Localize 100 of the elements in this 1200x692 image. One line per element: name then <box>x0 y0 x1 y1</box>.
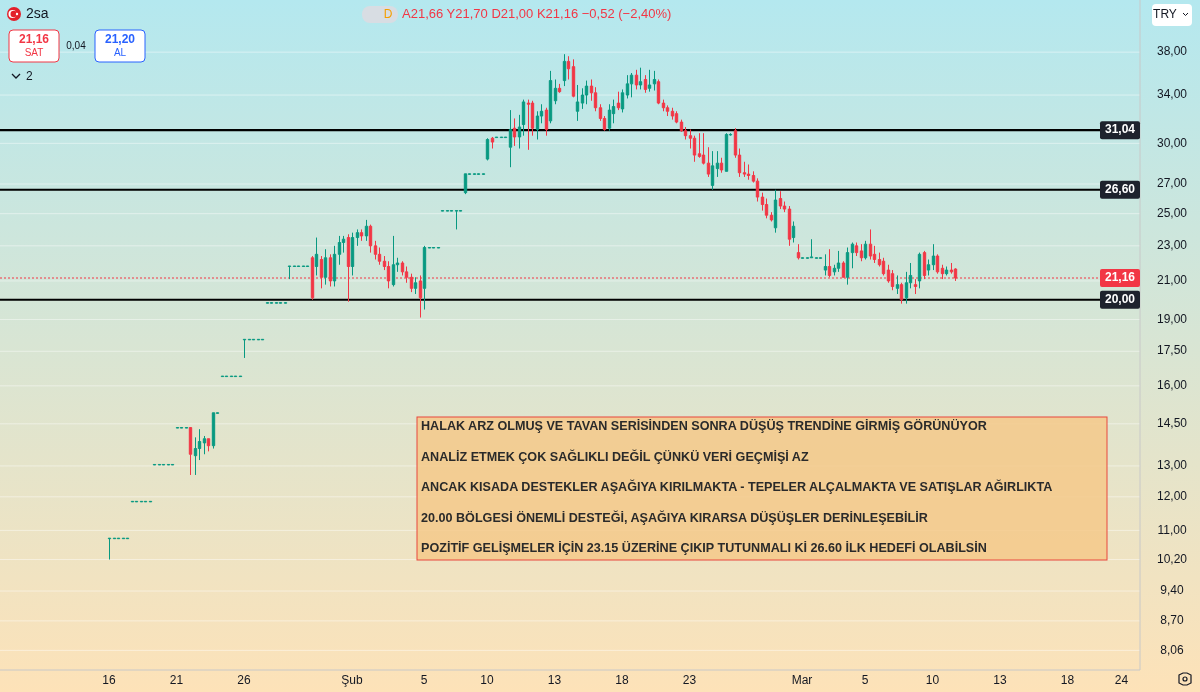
annotation: A21,66 Y21,70 D21,00 K21,16 −0,52 (−2,40%) <box>402 6 672 22</box>
x-tick-label: 10 <box>480 673 494 688</box>
candlestick <box>661 99 666 112</box>
candlestick <box>773 189 778 234</box>
x-tick-label: 13 <box>547 673 562 688</box>
candlestick <box>134 500 139 503</box>
text: 21,16 <box>18 32 50 47</box>
annotation: ANCAK KISADA DESTEKLER AŞAĞIYA KIRILMAKTA - TEPELER ALÇALMAKTA VE SATIŞLAR AĞIRLIKTA <box>421 479 1053 495</box>
candlestick <box>845 247 850 286</box>
candlestick <box>809 238 814 259</box>
candlestick <box>517 114 522 150</box>
candlestick <box>494 136 499 139</box>
candlestick <box>359 228 364 242</box>
candlestick <box>350 232 355 276</box>
y-tick-label: 12,00 <box>1156 489 1188 503</box>
candlestick <box>485 137 490 161</box>
candlestick <box>701 132 706 165</box>
annotation: D <box>383 7 393 22</box>
annotation: ANALİZ ETMEK ÇOK SAĞLIKLI DEĞİL ÇÜNKÜ VERİ GEÇMİŞİ AZ <box>421 448 809 464</box>
ref-line-label: 31,04 <box>1104 122 1136 137</box>
candlestick <box>422 245 427 311</box>
candlestick <box>413 276 418 295</box>
candlestick <box>355 228 360 247</box>
candlestick <box>503 136 508 139</box>
candlestick <box>791 220 796 243</box>
candlestick <box>796 243 801 260</box>
y-tick-label: 10,20 <box>1156 551 1188 566</box>
candlestick <box>566 55 571 80</box>
candlestick <box>854 242 859 257</box>
candlestick <box>211 412 216 450</box>
y-tick-label: 38,00 <box>1156 44 1188 59</box>
annotation: POZİTİF GELİŞMELER İÇİN 23.15 ÜZERİNE ÇIKIP TUTUNMALI Kİ 26.60 İLK HEDEFİ OLABİLSİN <box>421 540 987 556</box>
candlestick <box>463 173 468 195</box>
candlestick <box>913 278 918 295</box>
candlestick <box>499 136 504 139</box>
x-tick-label: 5 <box>420 673 428 688</box>
x-tick-label: Mar <box>791 673 813 688</box>
candlestick <box>787 205 792 247</box>
candlestick <box>521 99 526 137</box>
candlestick <box>526 99 531 151</box>
candlestick <box>143 500 148 503</box>
candlestick <box>769 211 774 222</box>
candlestick <box>895 274 900 295</box>
candlestick <box>850 242 855 269</box>
annotation: 21,20 <box>104 32 136 47</box>
candlestick <box>553 78 558 105</box>
candlestick <box>652 70 657 92</box>
candlestick <box>706 146 711 178</box>
candlestick <box>130 500 135 503</box>
candlestick <box>629 72 634 98</box>
candlestick <box>634 69 639 90</box>
candlestick <box>881 257 886 276</box>
ref-line-label: 21,16 <box>1104 270 1136 285</box>
y-tick-label: 9,40 <box>1160 583 1184 598</box>
candlestick <box>454 210 459 230</box>
candlestick <box>575 84 580 122</box>
candlestick <box>620 88 625 113</box>
annotation: 20.00 BÖLGESİ ÖNEMLİ DESTEĞİ, AŞAĞIYA KIRARSA DÜŞÜŞLER DERİNLEŞEBİLİR <box>421 509 928 525</box>
x-tick-label: 18 <box>1060 673 1075 688</box>
x-tick-label: 23 <box>682 673 697 688</box>
annotation: AL <box>113 46 127 58</box>
x-tick-label: 26 <box>237 673 251 688</box>
candlestick <box>931 243 936 271</box>
candlestick <box>139 500 144 503</box>
candlestick <box>643 74 648 94</box>
candlestick <box>890 269 895 291</box>
y-tick-label: 13,00 <box>1156 458 1188 473</box>
candlestick <box>242 338 247 359</box>
candlestick <box>715 150 720 178</box>
y-tick-label: 25,00 <box>1156 205 1188 220</box>
y-tick-label: 11,00 <box>1157 522 1187 537</box>
x-tick-label: 13 <box>993 673 1007 688</box>
candlestick <box>719 157 724 174</box>
candlestick <box>935 253 940 275</box>
candlestick <box>170 463 175 466</box>
candlestick <box>917 252 922 289</box>
x-tick-label: 18 <box>615 673 629 688</box>
candlestick <box>166 463 171 466</box>
candlestick <box>238 375 243 378</box>
candlestick <box>863 240 868 260</box>
text: SAT <box>24 46 44 58</box>
candlestick <box>584 80 589 105</box>
y-tick-label: 23,00 <box>1156 238 1188 253</box>
candlestick <box>157 463 162 466</box>
x-tick-label: 5 <box>861 673 869 688</box>
y-tick-label: 17,50 <box>1156 343 1188 358</box>
candlestick <box>544 107 549 137</box>
candlestick <box>647 69 652 93</box>
candlestick <box>202 435 207 455</box>
candlestick <box>616 91 621 111</box>
y-tick-label: 8,06 <box>1160 642 1184 657</box>
candlestick <box>188 427 193 476</box>
candlestick <box>778 190 783 210</box>
candlestick <box>665 104 670 117</box>
candlestick <box>746 163 751 181</box>
candlestick <box>323 248 328 286</box>
candlestick <box>220 375 225 378</box>
x-tick-label: 10 <box>925 673 940 688</box>
candlestick <box>368 224 373 254</box>
candlestick <box>868 228 873 260</box>
